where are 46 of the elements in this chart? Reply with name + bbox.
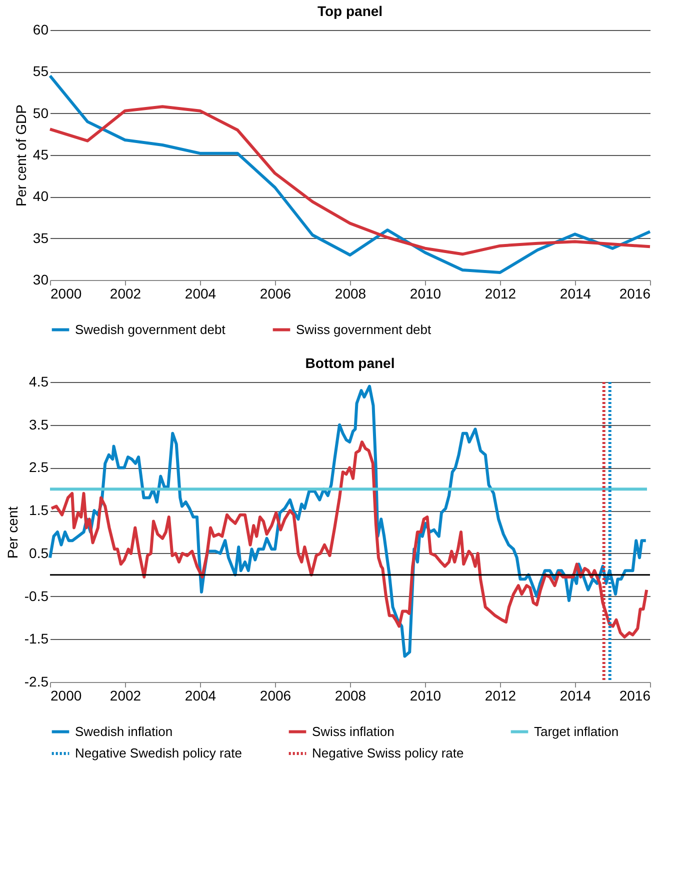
legend-label: Swedish government debt [75, 322, 226, 337]
x-tick-label: 2006 [260, 688, 292, 704]
line-series [48, 105, 652, 256]
x-tick-label: 2010 [410, 286, 442, 302]
x-tick-label: 2000 [50, 286, 82, 302]
x-tick-label: 2016 [619, 688, 651, 704]
y-tick-label: 1.5 [29, 502, 49, 518]
x-tick-label: 2008 [334, 688, 366, 704]
y-tick-label: 40 [32, 188, 49, 204]
legend-label: Negative Swedish policy rate [75, 746, 242, 760]
x-tick-label: 2012 [484, 688, 516, 704]
y-axis-title: Per cent of GDP [12, 104, 29, 206]
y-tick-label: 2.5 [29, 459, 49, 476]
chart-title: Bottom panel [305, 355, 395, 371]
line-series [48, 74, 652, 274]
x-tick-label: 2004 [184, 286, 216, 302]
x-tick-label: 2010 [410, 688, 442, 704]
y-tick-label: 3.5 [29, 416, 49, 432]
y-tick-label: 0.5 [29, 544, 49, 561]
y-tick-label: -0.5 [24, 588, 49, 604]
legend-label: Negative Swiss policy rate [312, 746, 464, 760]
x-tick-label: 2000 [50, 688, 82, 704]
legend-label: Swedish inflation [75, 724, 173, 739]
legend-label: Target inflation [534, 724, 619, 739]
chart-title: Top panel [317, 3, 383, 19]
y-tick-label: 55 [32, 63, 49, 80]
x-tick-label: 2014 [560, 286, 592, 302]
legend-label: Swiss government debt [296, 322, 432, 337]
y-tick-label: 30 [32, 272, 49, 288]
legend-label: Swiss inflation [312, 724, 394, 739]
x-tick-label: 2002 [110, 688, 142, 704]
x-tick-label: 2008 [334, 286, 366, 302]
y-tick-label: 45 [32, 146, 49, 162]
y-axis-title: Per cent [4, 506, 20, 559]
x-tick-label: 2006 [260, 286, 292, 302]
x-tick-label: 2014 [560, 688, 592, 704]
y-tick-label: 60 [32, 22, 49, 38]
x-tick-label: 2004 [184, 688, 216, 704]
x-tick-label: 2002 [110, 286, 142, 302]
x-tick-label: 2016 [619, 286, 651, 302]
y-tick-label: 4.5 [29, 374, 49, 390]
y-tick-label: 35 [32, 230, 49, 246]
y-tick-label: -2.5 [24, 674, 49, 690]
y-tick-label: -1.5 [24, 630, 49, 647]
y-tick-label: 50 [32, 104, 49, 121]
x-tick-label: 2012 [484, 286, 516, 302]
